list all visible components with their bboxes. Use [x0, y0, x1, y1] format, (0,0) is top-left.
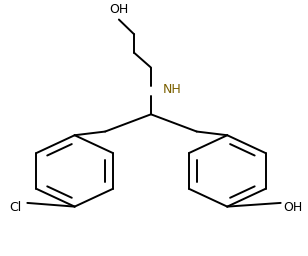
- Text: NH: NH: [163, 83, 182, 96]
- Text: OH: OH: [109, 3, 128, 16]
- Text: Cl: Cl: [9, 201, 21, 214]
- Text: OH: OH: [283, 201, 302, 214]
